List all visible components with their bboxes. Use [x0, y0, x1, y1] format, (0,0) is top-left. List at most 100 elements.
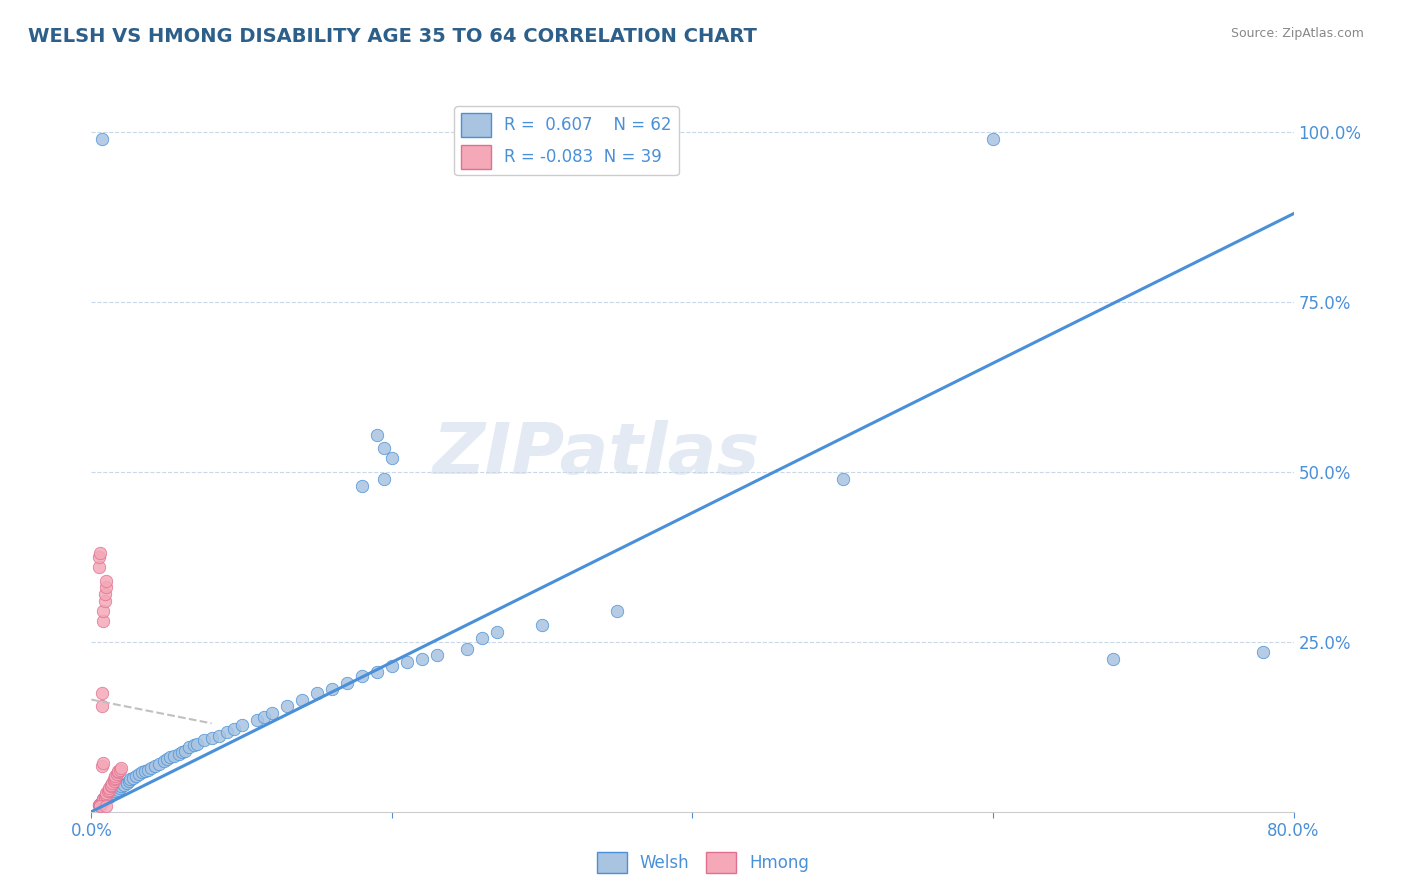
Point	[108, 780, 131, 795]
Point	[215, 724, 238, 739]
Point	[107, 764, 129, 778]
Point	[246, 713, 269, 727]
Text: WELSH VS HMONG DISABILITY AGE 35 TO 64 CORRELATION CHART: WELSH VS HMONG DISABILITY AGE 35 TO 64 C…	[28, 27, 756, 45]
Point	[93, 792, 115, 806]
Point	[96, 791, 118, 805]
Point	[426, 648, 449, 663]
Point	[134, 764, 156, 778]
Point	[104, 784, 127, 798]
Point	[94, 587, 117, 601]
Point	[381, 451, 404, 466]
Point	[260, 706, 283, 721]
Point	[94, 789, 117, 804]
Point	[100, 788, 122, 802]
Point	[87, 549, 110, 564]
Point	[96, 788, 118, 802]
Point	[471, 632, 494, 646]
Point	[94, 594, 117, 608]
Point	[395, 655, 418, 669]
Point	[90, 132, 112, 146]
Point	[122, 771, 145, 785]
Point	[141, 760, 163, 774]
Point	[193, 733, 215, 747]
Point	[128, 767, 150, 781]
Point	[107, 783, 129, 797]
Point	[96, 574, 118, 588]
Point	[143, 758, 166, 772]
Point	[108, 763, 131, 777]
Point	[231, 717, 253, 731]
Point	[350, 478, 373, 492]
Point	[110, 779, 132, 793]
Point	[98, 783, 121, 797]
Point	[110, 760, 132, 774]
Point	[831, 472, 853, 486]
Point	[96, 786, 118, 800]
Point	[381, 658, 404, 673]
Point	[90, 795, 112, 809]
Point	[350, 669, 373, 683]
Legend: Welsh, Hmong: Welsh, Hmong	[591, 846, 815, 880]
Point	[98, 780, 121, 795]
Point	[93, 604, 115, 618]
Point	[98, 789, 121, 804]
Point	[103, 774, 125, 789]
Point	[366, 427, 388, 442]
Point	[93, 794, 115, 808]
Point	[87, 560, 110, 574]
Point	[486, 624, 509, 639]
Point	[117, 776, 139, 790]
Point	[93, 615, 115, 629]
Text: Source: ZipAtlas.com: Source: ZipAtlas.com	[1230, 27, 1364, 40]
Point	[89, 797, 111, 811]
Point	[87, 797, 110, 812]
Point	[152, 754, 174, 768]
Point	[253, 709, 276, 723]
Point	[321, 682, 343, 697]
Point	[100, 778, 122, 792]
Point	[100, 779, 122, 793]
Point	[90, 795, 112, 809]
Point	[131, 765, 153, 780]
Point	[148, 757, 170, 772]
Point	[606, 604, 628, 618]
Point	[305, 686, 328, 700]
Point	[186, 737, 208, 751]
Point	[531, 617, 554, 632]
Point	[138, 763, 160, 777]
Point	[107, 765, 129, 780]
Point	[163, 749, 186, 764]
Point	[120, 772, 142, 786]
Point	[208, 729, 231, 743]
Point	[456, 641, 478, 656]
Point	[159, 750, 181, 764]
Point	[90, 699, 112, 714]
Point	[103, 772, 125, 786]
Text: ZIPatlas: ZIPatlas	[433, 420, 761, 490]
Point	[97, 784, 120, 798]
Point	[96, 581, 118, 595]
Point	[981, 132, 1004, 146]
Point	[167, 747, 190, 761]
Point	[93, 792, 115, 806]
Point	[104, 769, 127, 783]
Point	[411, 652, 433, 666]
Point	[90, 758, 112, 772]
Point	[96, 799, 118, 814]
Point	[101, 776, 124, 790]
Point	[373, 441, 395, 455]
Point	[104, 771, 127, 785]
Point	[1253, 645, 1275, 659]
Point	[93, 756, 115, 770]
Legend: R =  0.607    N = 62, R = -0.083  N = 39: R = 0.607 N = 62, R = -0.083 N = 39	[454, 106, 679, 176]
Point	[224, 722, 246, 736]
Point	[201, 731, 224, 746]
Point	[118, 774, 141, 789]
Point	[373, 472, 395, 486]
Point	[89, 546, 111, 560]
Point	[366, 665, 388, 680]
Point	[89, 799, 111, 814]
Point	[103, 786, 125, 800]
Point	[177, 740, 200, 755]
Point	[173, 743, 195, 757]
